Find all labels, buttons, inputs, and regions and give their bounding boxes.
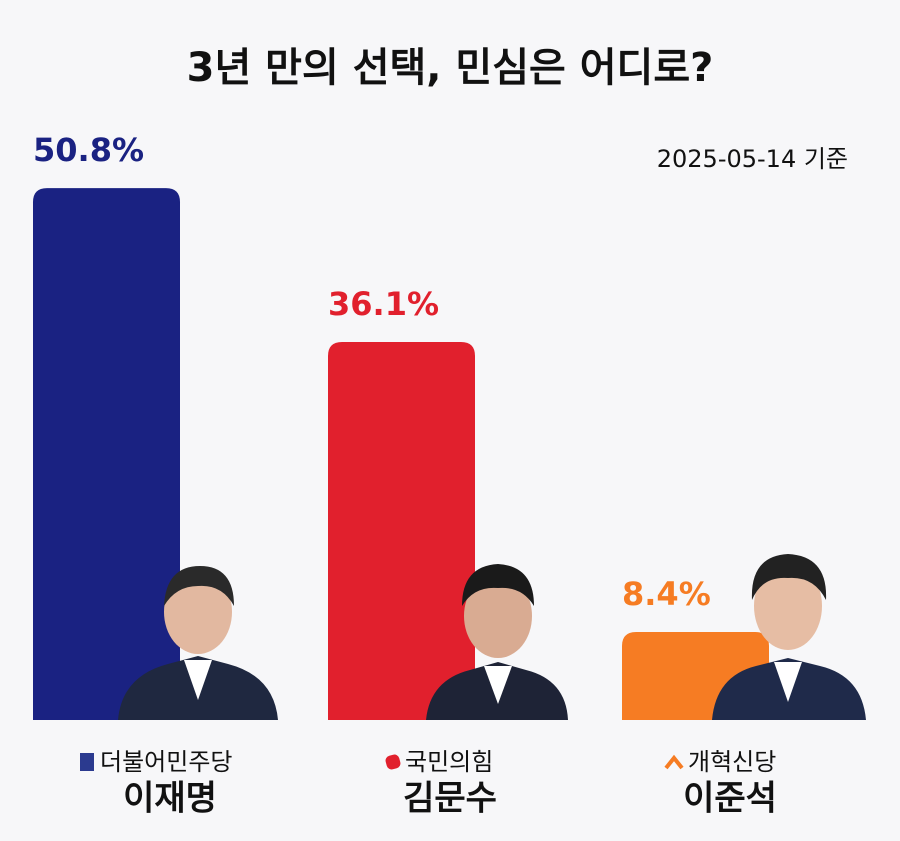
candidate-photo xyxy=(118,566,278,720)
party-icon xyxy=(385,754,401,770)
value-label: 8.4% xyxy=(622,575,711,613)
value-label: 50.8% xyxy=(33,131,144,169)
party-icon xyxy=(664,754,684,770)
value-label: 36.1% xyxy=(328,285,439,323)
chart-title: 3년 만의 선택, 민심은 어디로? xyxy=(187,45,714,91)
candidate-name: 이준석 xyxy=(683,779,777,819)
candidate-name: 이재명 xyxy=(123,779,217,819)
bars xyxy=(33,188,769,720)
chart-subtitle: 2025-05-14 기준 xyxy=(657,145,848,173)
bar xyxy=(328,342,475,720)
party-icon xyxy=(80,753,94,771)
party-name: 개혁신당 xyxy=(688,748,776,776)
party-name: 더불어민주당 xyxy=(100,748,232,776)
candidate-name: 김문수 xyxy=(403,779,497,819)
candidate-photo xyxy=(426,564,568,720)
candidate-photo xyxy=(712,554,866,720)
bar xyxy=(33,188,180,720)
party-name: 국민의힘 xyxy=(405,748,493,776)
